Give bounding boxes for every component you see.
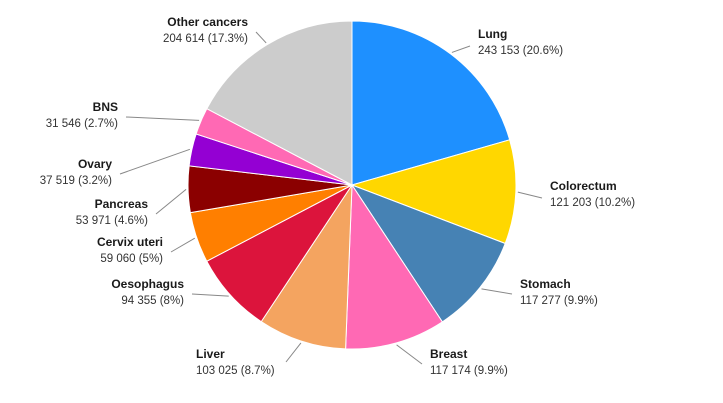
slice-label-value: 53 971 (4.6%) bbox=[76, 215, 148, 227]
pie-slice-colorectum bbox=[350, 139, 517, 245]
slice-label-name: Breast bbox=[430, 347, 467, 361]
slice-label-name: Colorectum bbox=[550, 179, 617, 193]
slice-label-name: Oesophagus bbox=[111, 277, 184, 291]
slice-label-value: 103 025 (8.7%) bbox=[196, 365, 275, 377]
leader-line bbox=[119, 148, 191, 175]
leader-line bbox=[481, 288, 513, 295]
pie-slice-stomach bbox=[350, 183, 506, 323]
slice-label-value: 204 614 (17.3%) bbox=[163, 33, 248, 45]
slice-label-name: Stomach bbox=[520, 277, 571, 291]
slice-label-value: 94 355 (8%) bbox=[121, 295, 184, 307]
leader-line bbox=[517, 191, 543, 199]
slice-label-value: 117 277 (9.9%) bbox=[520, 295, 598, 307]
leader-line bbox=[191, 293, 229, 297]
leader-line bbox=[396, 344, 423, 365]
pie-slice-lung bbox=[351, 20, 511, 186]
leader-line bbox=[255, 31, 267, 44]
slice-label-name: Ovary bbox=[78, 157, 112, 171]
slice-label-value: 243 153 (20.6%) bbox=[478, 45, 563, 57]
pie-slice-other-cancers bbox=[206, 20, 353, 186]
slice-label-value: 59 060 (5%) bbox=[100, 253, 163, 265]
slice-label-name: Cervix uteri bbox=[97, 235, 163, 249]
slice-label-name: Pancreas bbox=[95, 197, 149, 211]
leader-lines bbox=[119, 31, 543, 365]
slice-labels: Lung 243 153 (20.6%) Colorectum 121 203 (10… bbox=[40, 15, 635, 377]
leader-line bbox=[285, 342, 302, 363]
slice-label-value: 31 546 (2.7%) bbox=[46, 118, 118, 130]
pie-slice-liver bbox=[260, 183, 353, 350]
pie-slice-breast bbox=[345, 183, 444, 350]
leader-line bbox=[170, 237, 196, 253]
slice-label-value: 117 174 (9.9%) bbox=[430, 365, 508, 377]
slice-label-value: 37 519 (3.2%) bbox=[40, 175, 112, 187]
pie-slices bbox=[187, 20, 517, 350]
slice-label-name: Liver bbox=[196, 347, 225, 361]
slice-label-name: BNS bbox=[93, 100, 118, 114]
slice-label-value: 121 203 (10.2%) bbox=[550, 197, 635, 209]
slice-label-name: Lung bbox=[478, 27, 507, 41]
slice-label-name: Other cancers bbox=[167, 15, 248, 29]
leader-line bbox=[125, 116, 200, 121]
leader-line bbox=[155, 188, 187, 215]
leader-line bbox=[451, 45, 471, 53]
